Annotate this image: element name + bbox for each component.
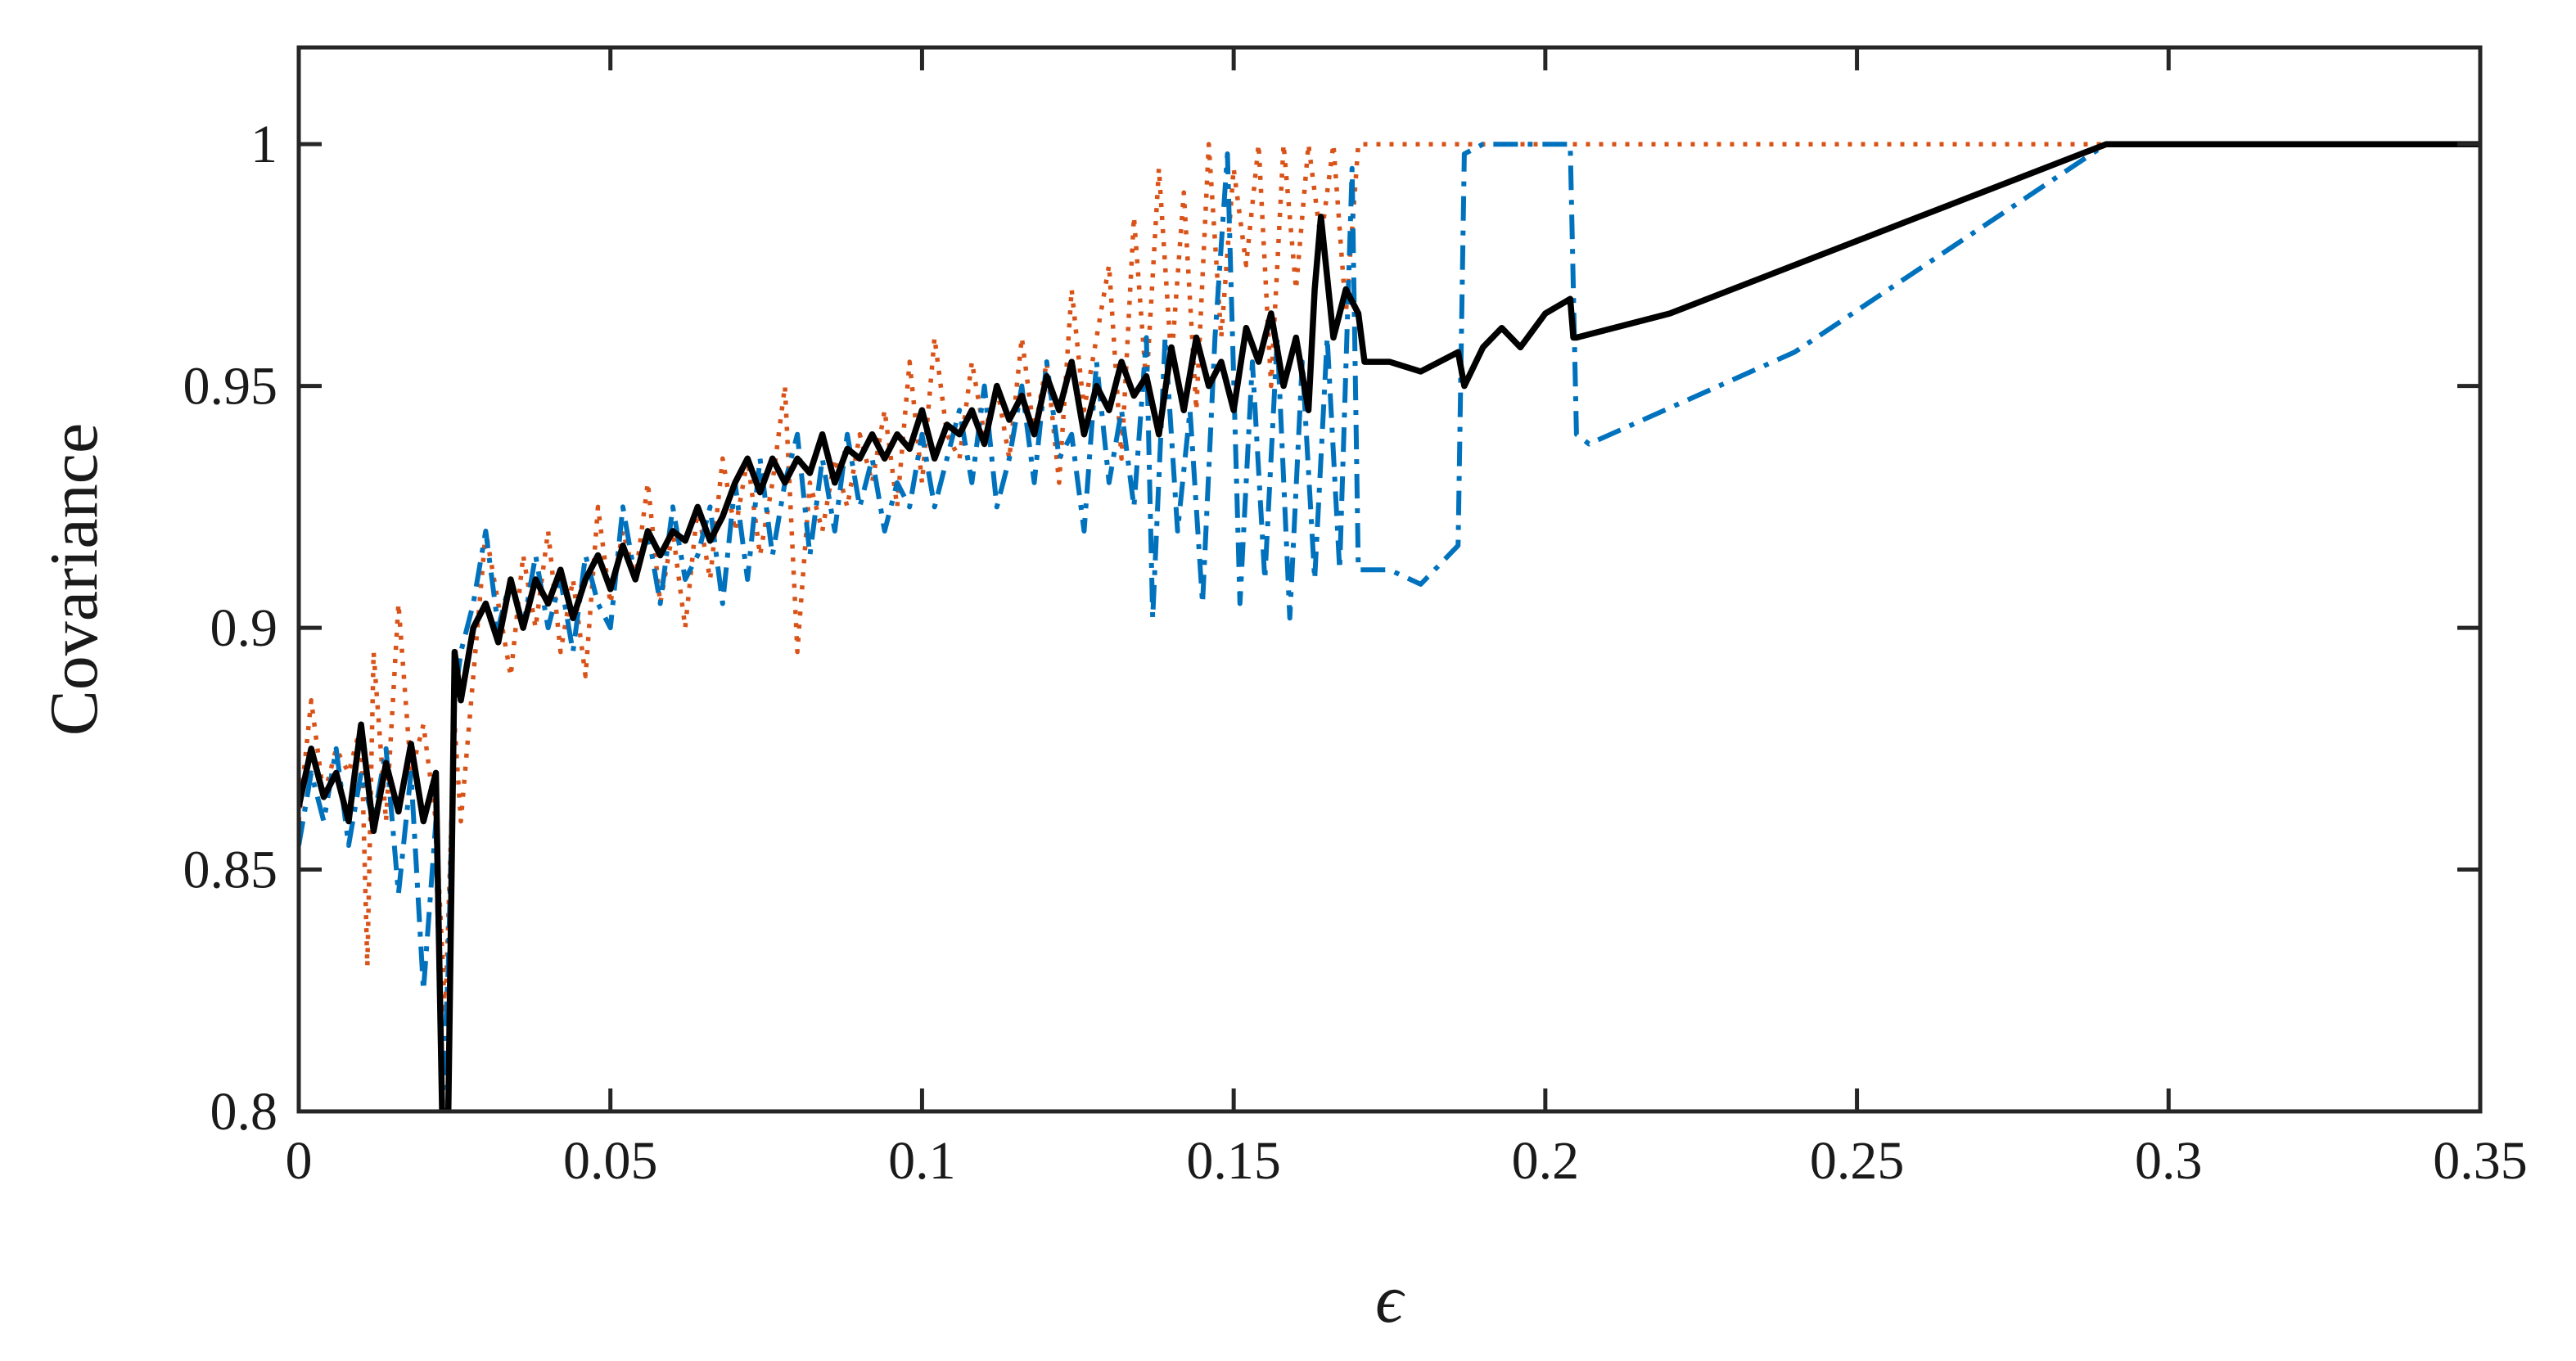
- x-tick-label: 0: [286, 1131, 313, 1191]
- x-tick-label: 0.05: [563, 1131, 658, 1191]
- series-line-3: [299, 141, 2480, 1111]
- ticks-layer: [296, 47, 2483, 1114]
- series-line-1: [299, 142, 2480, 1017]
- series-layer: [299, 141, 2480, 1111]
- y-tick-label: 0.8: [210, 1082, 278, 1142]
- x-tick-label: 0.1: [888, 1131, 956, 1191]
- x-tick-label: 0.15: [1186, 1131, 1281, 1191]
- x-axis-label: ϵ: [1375, 1261, 1405, 1337]
- x-tick-label: 0.25: [1810, 1131, 1905, 1191]
- x-tick-label: 0.2: [1512, 1131, 1580, 1191]
- y-tick-label: 0.9: [210, 598, 278, 658]
- x-tick-label: 0.3: [2135, 1131, 2203, 1191]
- y-tick-label: 0.95: [183, 357, 278, 417]
- y-axis-label: Covariance: [36, 423, 112, 736]
- y-tick-label: 1: [250, 115, 277, 174]
- tick-labels: 0 0.05 0.1 0.15 0.2 0.25 0.3 0.35 0.8 0.85 0.9 0.95…: [183, 115, 2528, 1191]
- x-tick-label: 0.35: [2433, 1131, 2528, 1191]
- axes-box: [296, 45, 2483, 1114]
- series-line-2: [299, 142, 2480, 1111]
- plot-area: [296, 45, 2483, 1114]
- y-tick-label: 0.85: [183, 840, 278, 900]
